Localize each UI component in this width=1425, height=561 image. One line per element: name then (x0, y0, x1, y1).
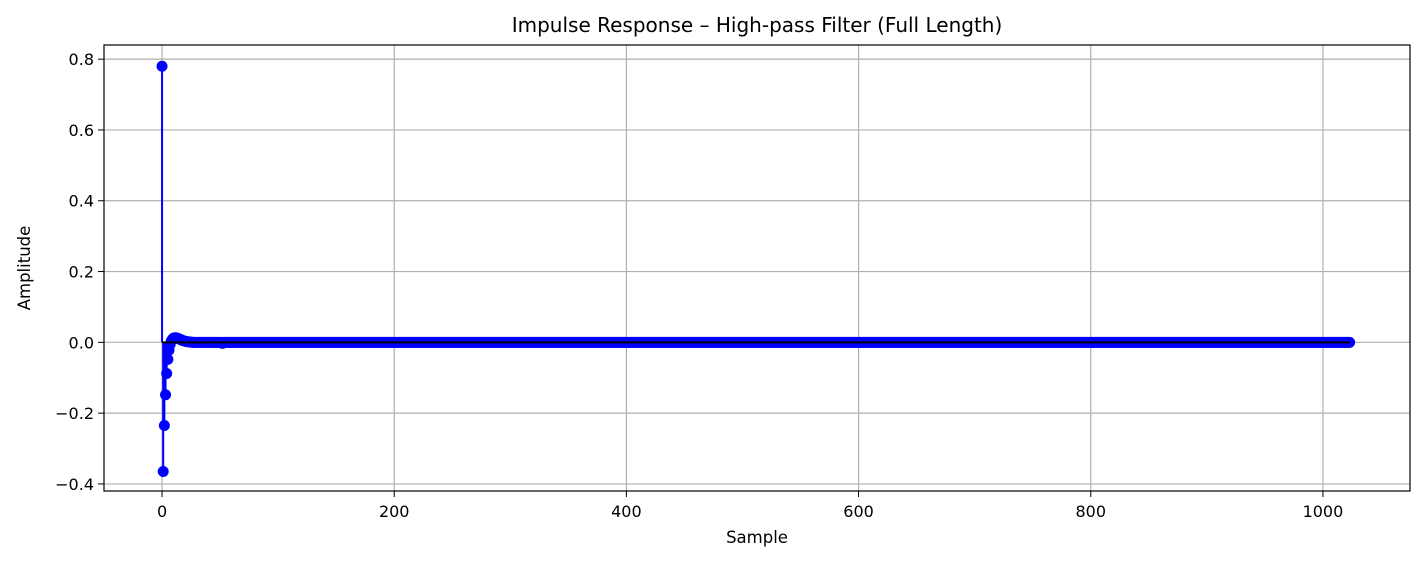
y-tick-label: 0.4 (69, 192, 94, 211)
x-tick-label: 200 (379, 502, 410, 521)
y-tick-label: 0.2 (69, 263, 94, 282)
x-tick-label: 800 (1075, 502, 1106, 521)
y-tick-label: 0.8 (69, 50, 94, 69)
stem-layer (156, 60, 1356, 478)
stem-marker (162, 353, 174, 365)
y-tick-label: −0.4 (55, 475, 94, 494)
stem-marker (157, 466, 169, 478)
chart-title: Impulse Response – High-pass Filter (Ful… (512, 13, 1003, 37)
stem-marker (158, 420, 170, 432)
stem-marker (161, 367, 173, 379)
plot-frame (103, 44, 1411, 492)
y-tick-label: −0.2 (55, 404, 94, 423)
x-tick-label: 600 (843, 502, 874, 521)
x-tick-label: 0 (157, 502, 167, 521)
x-axis-title: Sample (726, 528, 788, 547)
y-tick-label: 0.6 (69, 121, 94, 140)
y-axis-title: Amplitude (15, 226, 34, 311)
x-tick-label: 1000 (1303, 502, 1344, 521)
tick-layer: 0 200 400 600 800 1000 −0.4 −0.2 0.0 0.2 0.4 0.6 0.8 (55, 50, 1343, 521)
grid-layer (104, 45, 1410, 491)
y-tick-label: 0.0 (69, 333, 94, 352)
x-tick-label: 400 (611, 502, 642, 521)
stem-marker (156, 60, 168, 72)
stem-marker (160, 389, 172, 401)
